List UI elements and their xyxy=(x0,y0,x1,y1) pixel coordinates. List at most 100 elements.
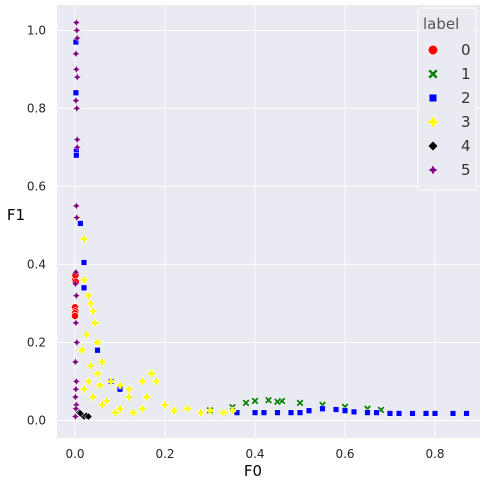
data-point-1 xyxy=(242,399,250,407)
data-point-2 xyxy=(80,284,88,291)
data-point-3 xyxy=(125,393,133,401)
data-point-3 xyxy=(129,408,138,417)
data-point-3 xyxy=(170,406,178,415)
data-point-5 xyxy=(72,26,81,35)
data-point-3 xyxy=(80,276,88,284)
data-point-2 xyxy=(305,407,313,414)
legend-label-2: 2 xyxy=(461,89,471,107)
data-point-2 xyxy=(431,410,439,417)
data-point-3 xyxy=(102,397,111,405)
grid-lines xyxy=(57,5,480,438)
x-axis-title: F0 xyxy=(244,462,262,480)
data-point-3 xyxy=(84,377,93,386)
legend-marker-4 xyxy=(427,140,439,152)
data-point-2 xyxy=(364,409,371,416)
data-point-2 xyxy=(409,410,416,417)
data-point-2 xyxy=(449,410,457,417)
data-point-3 xyxy=(86,362,95,370)
data-point-3 xyxy=(206,406,214,415)
data-point-5 xyxy=(71,412,80,421)
data-point-5 xyxy=(71,319,80,327)
legend: label 0 1 2 3 4 5 xyxy=(417,7,477,191)
data-point-5 xyxy=(71,279,80,288)
x-tick-labels: 0.0 0.2 0.4 0.6 0.8 xyxy=(65,447,444,461)
data-point-4 xyxy=(76,409,85,418)
data-point-3 xyxy=(138,404,147,413)
data-point-2 xyxy=(341,407,349,414)
data-point-3 xyxy=(80,385,88,394)
legend-label-1: 1 xyxy=(461,65,471,83)
y-tick-label: 1.0 xyxy=(27,23,46,37)
data-point-2 xyxy=(274,409,281,416)
data-point-5 xyxy=(72,18,81,27)
data-point-2 xyxy=(80,259,88,266)
data-point-5 xyxy=(72,104,81,113)
data-point-3 xyxy=(116,381,124,390)
data-point-2 xyxy=(395,410,403,417)
data-point-3 xyxy=(116,404,124,413)
data-point-3 xyxy=(138,377,147,386)
data-point-2 xyxy=(386,410,394,417)
data-point-5 xyxy=(71,393,80,401)
data-point-5 xyxy=(71,404,80,413)
data-point-2 xyxy=(332,406,340,413)
data-point-2 xyxy=(350,408,358,415)
data-point-5 xyxy=(72,377,81,386)
data-point-1 xyxy=(251,397,259,405)
legend-label-5: 5 xyxy=(461,161,471,179)
x-tick-label: 0.8 xyxy=(425,447,444,461)
x-tick-label: 0.2 xyxy=(155,447,174,461)
data-point-2 xyxy=(77,220,84,227)
data-point-5 xyxy=(71,358,80,366)
data-point-3 xyxy=(219,408,228,417)
legend-label-3: 3 xyxy=(461,113,471,131)
data-point-3 xyxy=(197,408,205,417)
data-point-2 xyxy=(72,89,80,96)
data-point-1 xyxy=(296,399,304,407)
legend-label-4: 4 xyxy=(461,137,471,155)
y-tick-label: 0.2 xyxy=(27,335,46,349)
data-point-3 xyxy=(89,307,97,316)
data-point-5 xyxy=(72,291,81,300)
data-point-5 xyxy=(73,143,82,152)
data-point-3 xyxy=(107,377,115,386)
data-point-1 xyxy=(273,397,282,406)
y-tick-labels: 0.0 0.2 0.4 0.6 0.8 1.0 xyxy=(27,23,46,427)
data-point-3 xyxy=(86,299,95,308)
data-point-3 xyxy=(147,369,156,378)
data-point-2 xyxy=(463,410,470,417)
data-point-3 xyxy=(125,385,133,394)
data-point-3 xyxy=(95,381,104,390)
data-point-5 xyxy=(73,135,82,144)
data-point-5 xyxy=(71,96,80,105)
data-point-3 xyxy=(161,401,169,409)
data-point-3 xyxy=(98,358,106,366)
data-point-2 xyxy=(422,410,430,417)
data-point-2 xyxy=(233,409,241,416)
data-point-3 xyxy=(228,406,237,415)
legend-marker-2 xyxy=(428,93,438,103)
data-point-5 xyxy=(72,338,81,347)
data-point-2 xyxy=(73,152,80,159)
y-tick-label: 0.0 xyxy=(27,413,46,427)
y-tick-label: 0.8 xyxy=(27,101,46,115)
data-point-5 xyxy=(71,385,80,394)
data-point-5 xyxy=(71,268,80,277)
x-tick-label: 0.4 xyxy=(245,447,264,461)
data-point-3 xyxy=(77,346,86,355)
data-point-3 xyxy=(152,377,160,386)
legend-label-0: 0 xyxy=(461,41,471,59)
data-point-2 xyxy=(260,409,268,416)
data-point-2 xyxy=(94,347,101,354)
legend-marker-3 xyxy=(428,116,438,128)
x-tick-label: 0.6 xyxy=(335,447,354,461)
data-point-1 xyxy=(264,396,273,405)
data-point-2 xyxy=(251,409,259,416)
data-point-3 xyxy=(82,330,91,339)
legend-marker-5 xyxy=(427,164,439,176)
legend-marker-0 xyxy=(427,44,439,56)
plot-background xyxy=(57,5,480,438)
data-point-5 xyxy=(73,34,82,43)
data-point-3 xyxy=(91,319,100,327)
